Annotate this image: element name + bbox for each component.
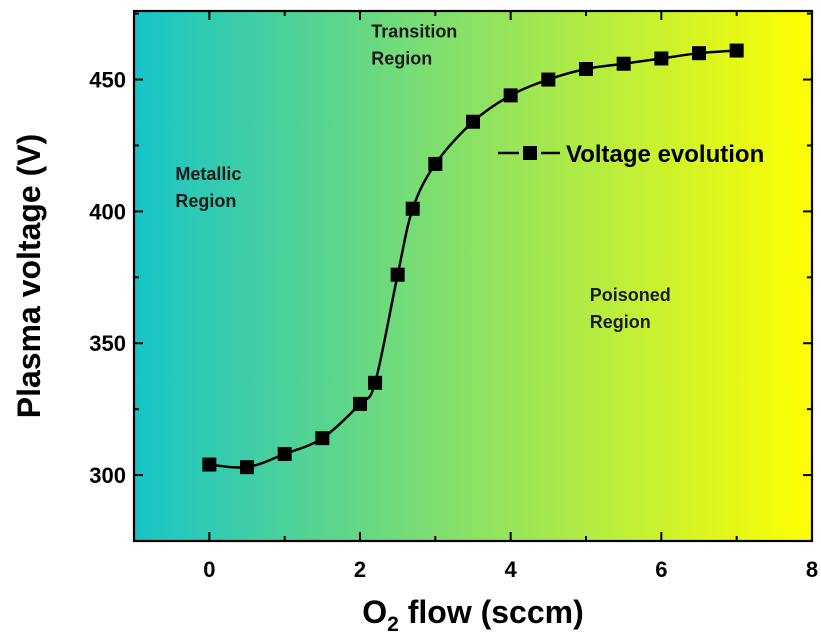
- x-axis-title-main: O: [362, 594, 387, 630]
- plot-area-background: [134, 11, 812, 541]
- data-point: [428, 156, 443, 171]
- y-tick-label: 400: [89, 199, 126, 224]
- x-axis-title-rest: flow (sccm): [399, 594, 584, 630]
- data-point: [503, 88, 518, 103]
- y-axis-title: Plasma voltage (V): [11, 134, 47, 419]
- series-layer: [202, 43, 744, 475]
- annotation-line: Region: [371, 48, 432, 68]
- data-point: [240, 460, 254, 475]
- data-point: [466, 114, 480, 129]
- data-point: [353, 396, 367, 411]
- y-tick-label: 300: [89, 463, 126, 488]
- data-point: [315, 431, 330, 446]
- legend-label: Voltage evolution: [566, 141, 764, 168]
- data-point: [405, 201, 420, 216]
- plot-frame: [132, 9, 814, 543]
- x-tick-label: 0: [203, 557, 215, 582]
- axis-ticks: 0 2 4 6 8 300 350 400 450: [89, 11, 818, 582]
- data-point: [277, 446, 292, 461]
- x-tick-label: 8: [806, 557, 818, 582]
- annotation-transition-region: Transition Region: [371, 21, 457, 68]
- legend: Voltage evolution: [498, 141, 764, 168]
- data-point: [202, 457, 217, 472]
- data-point: [692, 46, 706, 61]
- data-point: [541, 72, 556, 87]
- annotation-line: Metallic: [175, 164, 241, 184]
- data-point: [368, 375, 383, 390]
- data-point: [654, 51, 669, 66]
- y-tick-label: 350: [89, 331, 126, 356]
- legend-marker-square: [523, 146, 537, 160]
- data-point: [390, 267, 405, 282]
- annotation-line: Region: [590, 312, 651, 332]
- x-tick-label: 4: [505, 557, 518, 582]
- annotation-metallic-region: Metallic Region: [175, 164, 241, 211]
- x-tick-label: 2: [354, 557, 366, 582]
- data-point: [729, 43, 744, 58]
- annotation-line: Region: [175, 191, 236, 211]
- region-annotations: Metallic Region Transition Region Poisoned Re…: [175, 21, 670, 332]
- data-point: [579, 62, 593, 77]
- x-tick-label: 6: [655, 557, 667, 582]
- data-point: [616, 56, 631, 71]
- y-tick-label: 450: [89, 68, 126, 93]
- annotation-poisoned-region: Poisoned Region: [590, 285, 671, 332]
- annotation-line: Transition: [371, 21, 457, 41]
- annotation-line: Poisoned: [590, 285, 671, 305]
- x-axis-title-subscript: 2: [387, 613, 399, 633]
- x-axis-title: O2 flow (sccm): [362, 594, 584, 633]
